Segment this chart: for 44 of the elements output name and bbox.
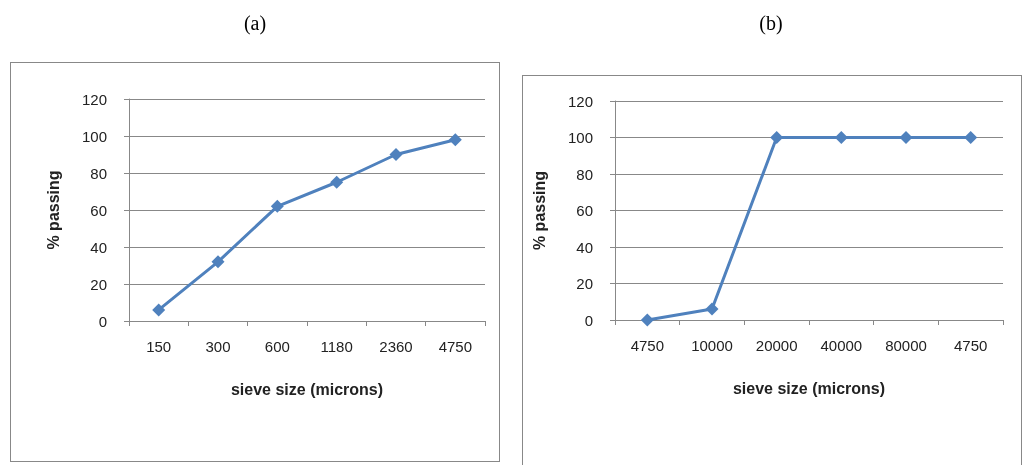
chart-title: (a) [242,12,268,35]
x-tick-label: 2360 [379,338,413,355]
y-tick-label: 120 [81,90,107,108]
point [705,302,719,316]
y-tick-label: 20 [576,275,593,292]
y-tick-label: 40 [90,238,107,256]
x-tick-label: 80000 [885,337,927,354]
point [964,131,978,144]
y-tick-label: 40 [576,238,593,256]
y-axis-title: % passing [44,170,62,250]
x-tick-label: 300 [205,338,231,355]
y-tick-label: 80 [90,164,107,182]
x-axis-title: sieve size (microns) [732,379,886,397]
x-tick-label: 150 [146,338,172,355]
point [270,199,284,213]
x-tick-label: 20000 [755,337,798,354]
point [770,131,784,144]
x-tick-label: 4750 [953,337,988,354]
y-tick-label: 0 [98,312,107,330]
y-tick-label: 0 [584,311,593,329]
x-tick-label: 4750 [630,337,665,354]
point [152,303,166,317]
x-tick-label: 40000 [820,337,863,354]
y-tick-label: 80 [576,165,593,183]
x-tick-label: 1180 [320,338,353,355]
y-tick-label: 100 [81,127,107,145]
x-tick-label: 4750 [438,338,473,355]
point [330,175,344,189]
point [211,255,225,269]
point [834,131,848,144]
point [899,131,913,144]
y-axis-title: % passing [530,170,548,251]
x-tick-label: 600 [264,338,290,355]
x-axis-title: sieve size (microns) [230,380,384,398]
y-tick-label: 20 [90,275,107,293]
y-tick-label: 120 [567,92,593,110]
chart-title: (b) [758,12,784,35]
y-tick-label: 60 [576,202,593,219]
y-tick-label: 100 [567,129,593,146]
x-tick-label: 10000 [691,337,733,354]
y-tick-label: 60 [90,201,107,219]
point [448,133,462,147]
point [640,313,654,327]
point [389,148,403,161]
